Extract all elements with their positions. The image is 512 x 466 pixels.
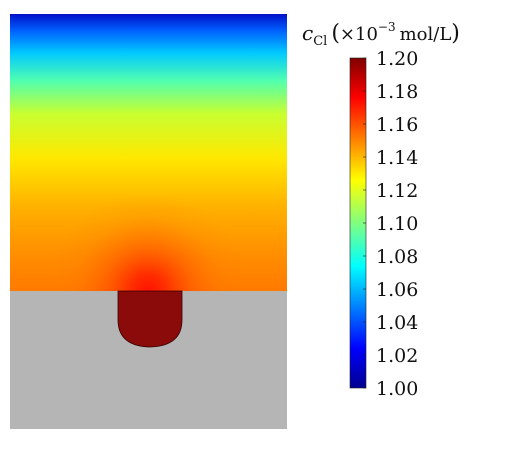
colorbar-tick-label: 1.02 xyxy=(376,345,418,367)
colorbar-ticks: 1.20 1.18 1.16 1.14 1.12 1.10 1.08 1.06 1.04 1.02… xyxy=(363,48,418,400)
colorbar-tick-label: 1.04 xyxy=(376,312,418,334)
open-paren: ( xyxy=(331,21,340,46)
unit-exponent: −3 xyxy=(378,20,396,34)
colorbar-tick-label: 1.18 xyxy=(376,81,418,103)
quantity-symbol: c xyxy=(302,21,313,45)
hotspot-overlay xyxy=(10,14,287,291)
colorbar-tick-label: 1.10 xyxy=(376,213,418,235)
colorbar-tick-label: 1.00 xyxy=(376,378,418,400)
colorbar-tick-label: 1.14 xyxy=(376,147,418,169)
colorbar-tick-label: 1.20 xyxy=(376,48,418,70)
pit-region xyxy=(117,290,183,348)
unit-prefix: ×10 xyxy=(340,24,378,45)
colorbar-title: cCl (×10−3 mol/L) xyxy=(302,20,460,49)
close-paren: ) xyxy=(451,21,460,46)
colorbar-tick-label: 1.16 xyxy=(376,114,418,136)
unit-text: mol/L xyxy=(400,24,452,45)
colorbar-tick-label: 1.08 xyxy=(376,246,418,268)
colorbar-tick-label: 1.06 xyxy=(376,279,418,301)
quantity-subscript: Cl xyxy=(313,34,327,49)
colorbar-tick-label: 1.12 xyxy=(376,180,418,202)
